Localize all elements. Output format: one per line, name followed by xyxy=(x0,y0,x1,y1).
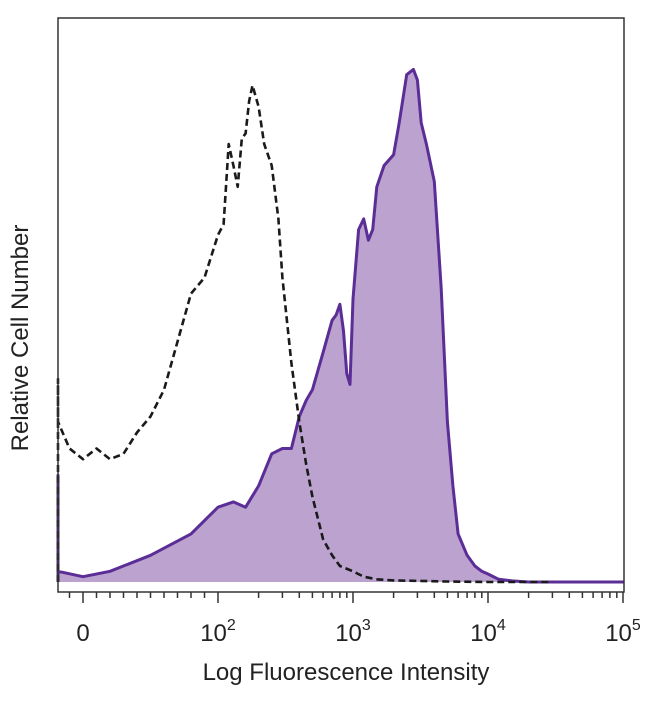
x-tick-label: 104 xyxy=(470,617,506,647)
x-axis-title: Log Fluorescence Intensity xyxy=(203,659,490,686)
x-tick-label: 103 xyxy=(335,617,371,647)
x-tick-exponent: 5 xyxy=(632,617,641,634)
series-1-fill xyxy=(58,69,624,582)
x-axis-ticks: 0 102 103 104 105 xyxy=(68,592,641,647)
x-tick-exponent: 2 xyxy=(227,617,236,634)
x-tick-exponent: 4 xyxy=(497,617,506,634)
series-1-line xyxy=(56,67,625,584)
x-tick-label: 105 xyxy=(605,617,641,647)
x-tick-label: 0 xyxy=(76,620,89,647)
series-0-line xyxy=(56,84,553,584)
x-tick-label: 102 xyxy=(200,617,236,647)
y-axis-title: Relative Cell Number xyxy=(7,225,34,452)
x-tick-exponent: 3 xyxy=(362,617,371,634)
plot-frame xyxy=(57,17,625,593)
plot-area xyxy=(56,67,625,584)
